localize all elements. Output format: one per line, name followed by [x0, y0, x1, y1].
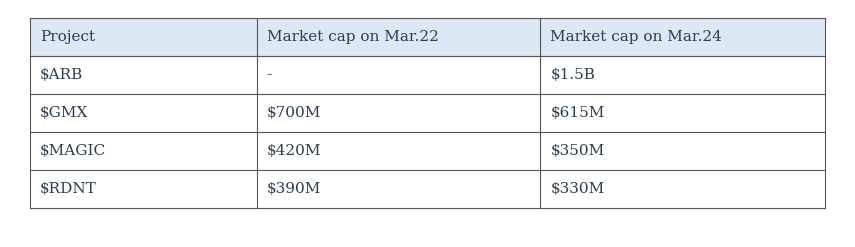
Text: $420M: $420M: [267, 144, 321, 158]
Bar: [256, 18, 540, 56]
Bar: [540, 170, 825, 208]
Bar: [540, 18, 825, 56]
Text: $330M: $330M: [551, 182, 604, 196]
Text: Market cap on Mar.22: Market cap on Mar.22: [267, 30, 439, 44]
Text: $350M: $350M: [551, 144, 604, 158]
Text: $390M: $390M: [267, 182, 321, 196]
Bar: [30, 18, 256, 56]
Text: $615M: $615M: [551, 106, 604, 120]
Text: $ARB: $ARB: [40, 68, 83, 82]
Text: Market cap on Mar.24: Market cap on Mar.24: [551, 30, 722, 44]
Bar: [30, 132, 256, 170]
Bar: [256, 170, 540, 208]
Bar: [540, 94, 825, 132]
Text: $1.5B: $1.5B: [551, 68, 595, 82]
Text: $700M: $700M: [267, 106, 321, 120]
Bar: [30, 56, 256, 94]
Bar: [256, 132, 540, 170]
Text: $MAGIC: $MAGIC: [40, 144, 106, 158]
Bar: [30, 94, 256, 132]
Text: $GMX: $GMX: [40, 106, 88, 120]
Bar: [540, 132, 825, 170]
Bar: [256, 56, 540, 94]
Bar: [30, 170, 256, 208]
Bar: [256, 94, 540, 132]
Text: Project: Project: [40, 30, 95, 44]
Bar: [540, 56, 825, 94]
Text: $RDNT: $RDNT: [40, 182, 97, 196]
Text: -: -: [267, 68, 272, 82]
